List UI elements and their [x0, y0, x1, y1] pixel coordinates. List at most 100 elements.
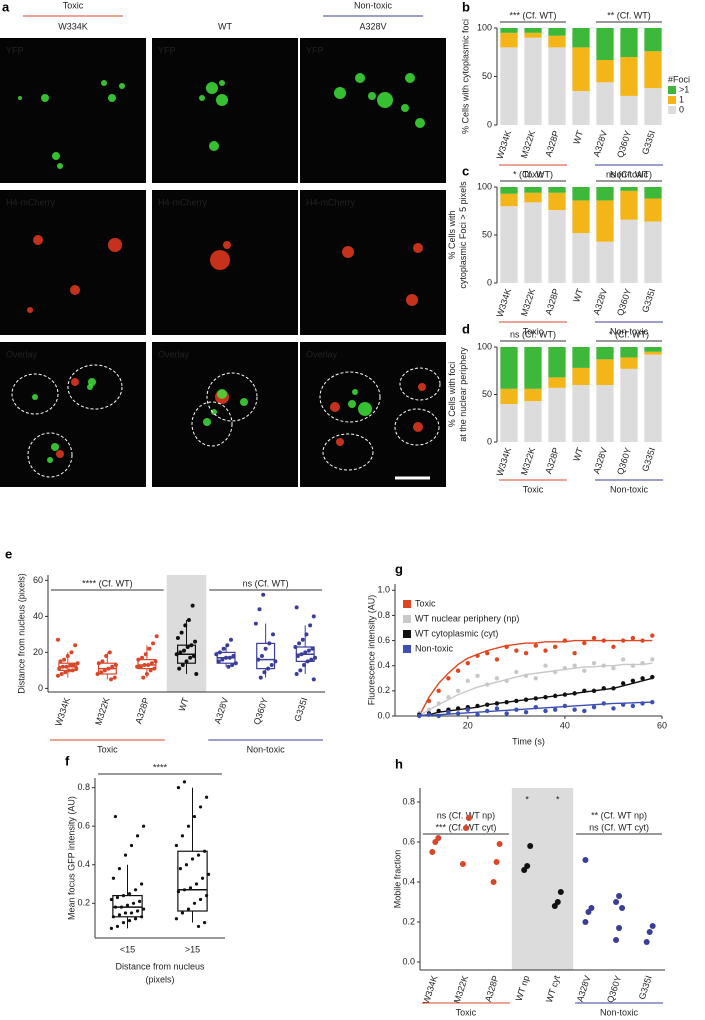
group-label: Non-toxic: [247, 744, 286, 754]
data-point: [186, 618, 191, 622]
focus: [355, 73, 365, 83]
focus: [377, 92, 393, 108]
data-point: [204, 795, 209, 799]
data-point: [270, 632, 275, 637]
highlight-band: [511, 788, 543, 970]
significance: * (Cf. WT): [609, 329, 649, 339]
significance: ns (Cf. WT): [243, 578, 289, 588]
focus: [71, 378, 79, 386]
data-point: [184, 863, 189, 867]
x-axis-label: (pixels): [145, 974, 174, 984]
legend-swatch: [403, 615, 411, 623]
bar-segment: [524, 37, 542, 126]
y-tick-label: 100: [477, 181, 492, 191]
data-point: [123, 853, 128, 857]
bar-segment: [524, 202, 542, 283]
data-point: [543, 648, 548, 653]
focus: [203, 418, 211, 426]
fit-curve: [419, 677, 653, 717]
data-point: [174, 917, 179, 921]
cell-outline: [67, 364, 123, 410]
bar-segment: [500, 404, 518, 442]
micrograph: [152, 38, 298, 183]
data-point: [446, 676, 451, 681]
data-point: [446, 694, 451, 700]
focus: [18, 96, 22, 100]
y-tick-label: 0: [38, 683, 43, 693]
cell-outline: [11, 373, 59, 415]
bar-segment: [548, 210, 566, 283]
data-point: [543, 708, 548, 714]
data-point: [613, 937, 620, 943]
data-point: [259, 654, 264, 658]
data-point: [182, 648, 187, 653]
bar-segment: [596, 200, 614, 242]
x-tick-label: WT: [571, 446, 585, 463]
data-point: [640, 676, 645, 681]
legend-label: WT nuclear periphery (np): [415, 613, 519, 623]
significance: **** (Cf. WT): [82, 578, 133, 588]
bar-segment: [548, 187, 566, 193]
data-point: [465, 707, 471, 712]
data-point: [110, 664, 115, 669]
data-point: [59, 672, 64, 676]
data-point: [619, 905, 626, 911]
y-tick-label: 20: [33, 647, 43, 657]
x-tick-label: 40: [560, 720, 570, 730]
fit-curve: [418, 662, 653, 717]
box: [177, 850, 208, 912]
y-tick-label: 50: [482, 229, 492, 239]
cell-outline: [206, 372, 258, 422]
bar-segment: [620, 95, 638, 125]
column-group: Toxic: [63, 0, 84, 10]
data-point: [630, 703, 636, 709]
y-tick-label: 0.2: [402, 916, 415, 926]
data-point: [100, 659, 105, 664]
data-point: [553, 707, 558, 712]
bar-segment: [500, 187, 518, 194]
data-point: [178, 650, 183, 655]
data-point: [115, 924, 120, 929]
bar-segment: [596, 241, 614, 283]
bar-segment: [572, 187, 590, 201]
bar-segment: [500, 47, 518, 125]
data-point: [263, 646, 268, 651]
x-tick-label: Q360Y: [605, 974, 623, 1004]
x-tick-label: Q360Y: [615, 287, 633, 317]
data-point: [591, 635, 597, 641]
legend-label: Non-toxic: [415, 643, 454, 653]
y-tick-label: 0.2: [77, 898, 90, 908]
data-point: [616, 925, 623, 931]
data-point: [298, 668, 303, 673]
x-tick-label: Q360Y: [252, 696, 270, 726]
data-point: [306, 648, 311, 653]
data-point: [650, 657, 655, 662]
bar-segment: [548, 387, 566, 442]
bar-segment: [644, 354, 662, 442]
data-point: [127, 919, 132, 923]
focus: [368, 92, 376, 100]
bar-segment: [596, 60, 614, 83]
bar-segment: [620, 28, 638, 58]
y-tick-label: 100: [477, 22, 492, 32]
bar-segment: [548, 35, 566, 48]
data-point: [523, 710, 529, 715]
data-point: [220, 657, 225, 662]
data-point: [190, 857, 195, 861]
bar-segment: [620, 219, 638, 283]
data-point: [109, 897, 114, 902]
focus: [32, 394, 38, 400]
data-point: [475, 673, 480, 678]
data-point: [504, 711, 509, 716]
y-tick-label: 0.0: [377, 710, 390, 720]
data-point: [175, 636, 180, 640]
y-tick-label: 50: [482, 71, 492, 81]
data-point: [133, 917, 138, 921]
y-tick-label: 0.4: [402, 876, 415, 886]
x-tick-label: W334K: [495, 129, 514, 160]
data-point: [613, 899, 620, 905]
data-point: [616, 893, 623, 899]
panel-letter: g: [395, 561, 403, 576]
x-tick-label: W334K: [53, 696, 72, 727]
bar-segment: [548, 47, 566, 125]
